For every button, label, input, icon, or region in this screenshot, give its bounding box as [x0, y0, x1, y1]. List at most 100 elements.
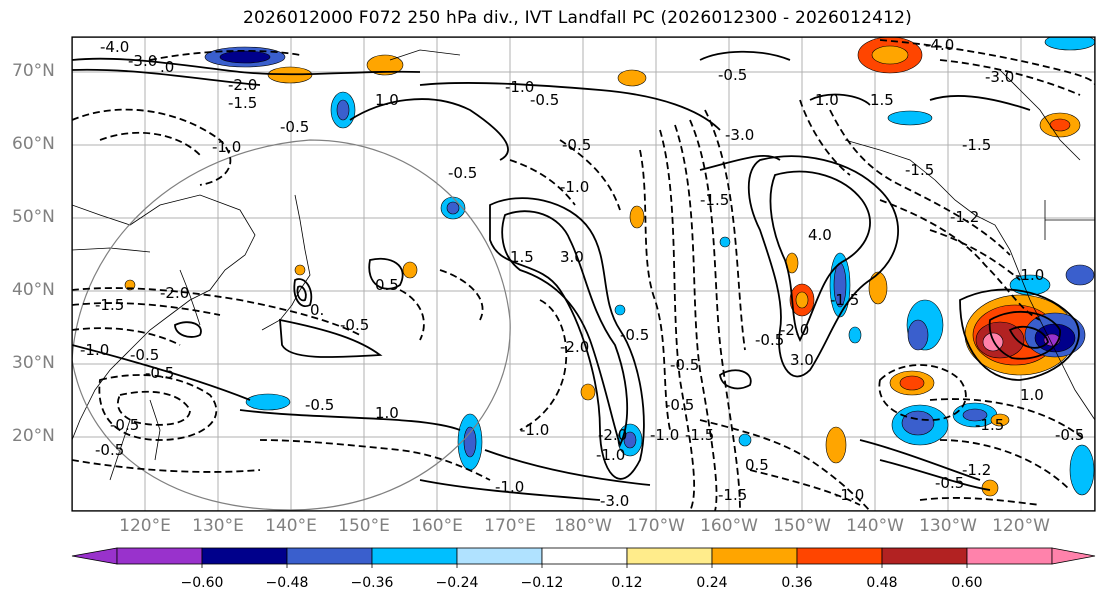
svg-text:-1.5: -1.5 [962, 136, 991, 154]
svg-text:-0.5: -0.5 [665, 396, 694, 414]
svg-text:-0.5: -0.5 [670, 356, 699, 374]
svg-text:-1.5: -1.5 [228, 94, 257, 112]
svg-text:3.0: 3.0 [560, 248, 584, 266]
gridlines [72, 37, 1095, 511]
svg-text:-3.0: -3.0 [985, 68, 1014, 86]
lat-label: 30°N [12, 353, 55, 373]
svg-text:-0.5: -0.5 [935, 474, 964, 492]
svg-text:-0.5: -0.5 [718, 66, 747, 84]
svg-text:-0.5: -0.5 [755, 331, 784, 349]
svg-text:-3.0: -3.0 [600, 492, 629, 510]
lon-label: 120°E [119, 516, 171, 536]
svg-text:-1.2: -1.2 [950, 208, 979, 226]
svg-text:-1.5: -1.5 [700, 191, 729, 209]
svg-text:-1.5: -1.5 [975, 416, 1004, 434]
svg-text:-1.5: -1.5 [830, 291, 859, 309]
svg-text:1.0: 1.0 [1020, 386, 1044, 404]
svg-text:-0.5: -0.5 [145, 364, 174, 382]
colorbar-tick-label: 0.12 [611, 575, 643, 591]
svg-text:1.0: 1.0 [375, 91, 399, 109]
svg-text:-1.0: -1.0 [495, 478, 524, 496]
svg-text:-1.0: -1.0 [505, 78, 534, 96]
positive-contours [72, 50, 1080, 501]
lon-label: 150°E [338, 516, 390, 536]
lon-label: 140°E [265, 516, 317, 536]
svg-text:1.0: 1.0 [815, 91, 839, 109]
svg-text:-2.0: -2.0 [780, 321, 809, 339]
svg-text:-1.5: -1.5 [685, 426, 714, 444]
svg-text:-1.2: -1.2 [962, 461, 991, 479]
colorbar-tick-label: 0.48 [866, 575, 898, 591]
svg-text:.0: .0 [160, 58, 174, 76]
svg-text:-1.0: -1.0 [560, 178, 589, 196]
lon-label: 170°E [484, 516, 536, 536]
colorbar-tick-label: 0.24 [696, 575, 728, 591]
colorbar-tick-label: −0.12 [520, 575, 564, 591]
colorbar-tick-label: −0.24 [435, 575, 479, 591]
negative-contours [72, 39, 1095, 511]
svg-text:-0.5: -0.5 [562, 136, 591, 154]
lon-label: 150°W [773, 516, 831, 536]
svg-text:1.5: 1.5 [870, 91, 894, 109]
svg-text:-2.0: -2.0 [598, 426, 627, 444]
contour-labels: -4.0 -3.0 .0 -2.0 -1.5 -0.5 -1.0 -1.0 -0… [80, 36, 1084, 510]
map-title: 2026012000 F072 250 hPa div., IVT Landfa… [243, 8, 912, 28]
svg-text:-0.5: -0.5 [130, 346, 159, 364]
svg-text:-0.5: -0.5 [280, 118, 309, 136]
svg-text:-1.0: -1.0 [650, 426, 679, 444]
lat-label: 60°N [12, 134, 55, 154]
map-frame [71, 36, 1096, 512]
svg-text:-1.0: -1.0 [520, 421, 549, 439]
svg-text:-0.5: -0.5 [530, 91, 559, 109]
svg-text:-1.5: -1.5 [95, 296, 124, 314]
svg-text:-4.0: -4.0 [925, 36, 954, 54]
svg-text:4.0: 4.0 [808, 226, 832, 244]
svg-text:-1.0: -1.0 [80, 341, 109, 359]
colorbar-tick-label: −0.36 [350, 575, 394, 591]
svg-text:-1.5: -1.5 [905, 161, 934, 179]
lon-label: 160°E [411, 516, 463, 536]
svg-text:-1.0: -1.0 [596, 446, 625, 464]
svg-text:-0.5: -0.5 [110, 416, 139, 434]
lon-label: 170°W [627, 516, 685, 536]
svg-text:3.0: 3.0 [790, 351, 814, 369]
svg-text:-0.5: -0.5 [95, 441, 124, 459]
lat-label: 50°N [12, 207, 55, 227]
colorbar-high-extend [1051, 547, 1096, 565]
svg-text:-2.0: -2.0 [228, 76, 257, 94]
lon-label: 130°E [192, 516, 244, 536]
svg-text:-0.5: -0.5 [1055, 426, 1084, 444]
svg-text:0.5: 0.5 [375, 276, 399, 294]
svg-text:-1.0: -1.0 [835, 486, 864, 504]
svg-text:-1.5: -1.5 [718, 486, 747, 504]
svg-text:-0.5: -0.5 [340, 316, 369, 334]
svg-text:-0.5: -0.5 [620, 326, 649, 344]
svg-text:-3.0: -3.0 [128, 52, 157, 70]
svg-text:-2.0: -2.0 [560, 338, 589, 356]
svg-text:0.: 0. [310, 301, 324, 319]
colorbar [71, 547, 1096, 568]
svg-text:1.5: 1.5 [510, 248, 534, 266]
svg-text:-2.0: -2.0 [160, 284, 189, 302]
colorbar-low-extend [71, 547, 118, 565]
lat-label: 70°N [12, 61, 55, 81]
colorbar-tick-label: 0.60 [951, 575, 983, 591]
svg-text:-0.5: -0.5 [448, 164, 477, 182]
lon-label: 140°W [846, 516, 904, 536]
svg-text:-1.0: -1.0 [1015, 266, 1044, 284]
svg-text:1.0: 1.0 [375, 404, 399, 422]
great-circle [72, 139, 511, 511]
colorbar-tick-label: −0.60 [180, 575, 224, 591]
colorbar-tick-label: −0.48 [265, 575, 309, 591]
svg-text:-4.0: -4.0 [100, 38, 129, 56]
lon-label: 120°W [992, 516, 1050, 536]
lon-label: 180°W [554, 516, 612, 536]
lat-label: 40°N [12, 280, 55, 300]
svg-text:-1.0: -1.0 [212, 138, 241, 156]
lat-label: 20°N [12, 426, 55, 446]
colorbar-tick-label: 0.36 [781, 575, 813, 591]
coastlines [72, 49, 1095, 481]
lon-label: 130°W [919, 516, 977, 536]
svg-text:-3.0: -3.0 [725, 126, 754, 144]
